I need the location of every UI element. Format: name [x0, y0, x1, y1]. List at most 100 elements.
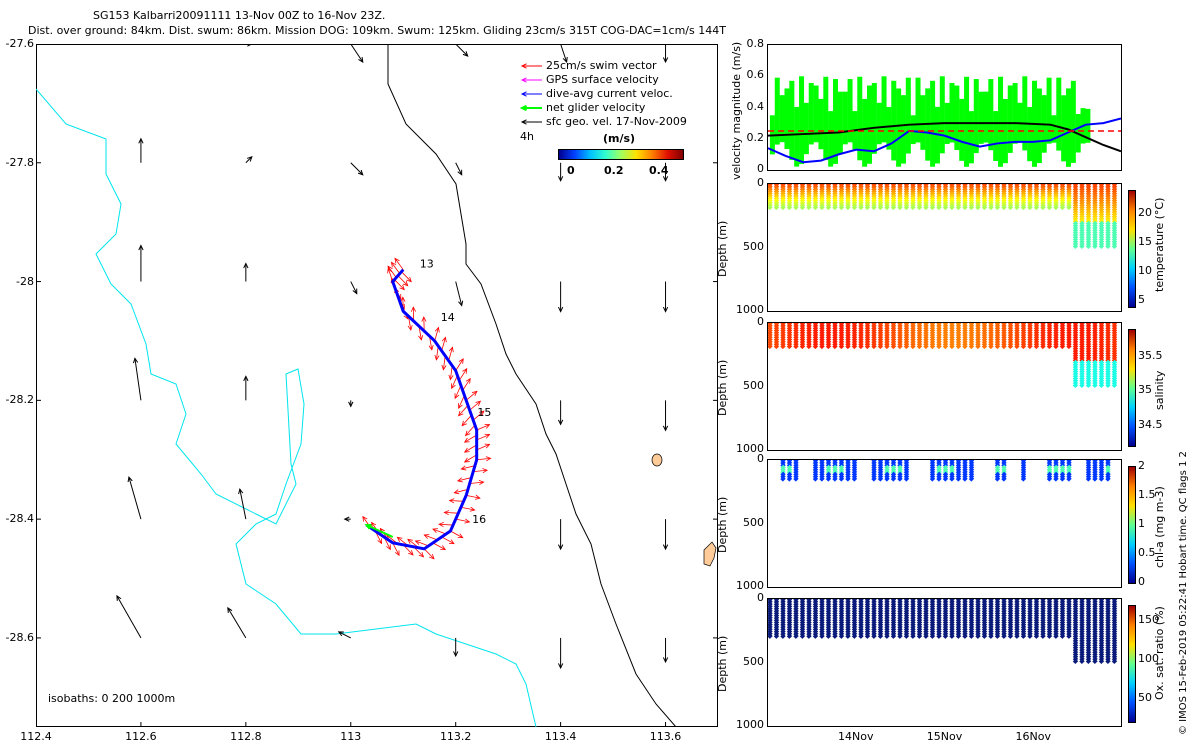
profile-sample	[897, 633, 903, 639]
swim-vector-arrow	[460, 465, 476, 471]
geo-velocity-arrow	[245, 155, 253, 164]
chla-panel	[767, 459, 1122, 588]
profile-sample	[1046, 476, 1053, 482]
profile-sample	[968, 476, 975, 482]
colorbar-tick: 0.5	[1138, 546, 1156, 559]
profile-sample	[832, 204, 838, 211]
temperature-depth-label: Depth (m)	[716, 220, 729, 277]
swim-vector-arrow	[390, 261, 401, 274]
geo-velocity-arrow	[243, 262, 249, 282]
profile-sample	[1014, 204, 1020, 211]
profile-sample	[793, 343, 799, 350]
profile-sample	[768, 633, 773, 639]
swim-vector-arrow	[456, 477, 472, 483]
swim-vector-arrow	[441, 355, 447, 371]
depth-tick: 1000	[736, 442, 764, 455]
profile-sample	[812, 476, 819, 482]
swim-vector-arrow	[414, 540, 429, 547]
profile-sample	[962, 476, 968, 482]
profile-sample	[1059, 476, 1066, 482]
profile-sample	[1001, 633, 1007, 639]
net-velocity-bar	[784, 88, 790, 150]
profile-sample	[910, 343, 916, 350]
profile-sample	[780, 633, 786, 639]
net-velocity-bar	[954, 85, 960, 151]
swim-vector-arrow	[397, 275, 409, 287]
profile-sample	[812, 204, 819, 211]
net-velocity-bar	[983, 91, 989, 143]
colorbar-tick: 15	[1138, 235, 1152, 249]
map-lon-tick: 112.4	[20, 730, 52, 743]
net-velocity-bar	[968, 111, 974, 164]
net-velocity-bar	[1012, 83, 1018, 144]
map-panel: 13 14 15 16	[36, 44, 718, 727]
geo-velocity-arrow	[557, 519, 564, 551]
profile-sample	[773, 633, 780, 639]
profile-sample	[1059, 343, 1066, 350]
profile-sample	[994, 633, 1001, 639]
profile-sample	[988, 633, 994, 639]
profile-sample	[1014, 343, 1020, 350]
profile-sample	[929, 633, 936, 639]
geo-velocity-arrow	[455, 281, 464, 307]
profile-sample	[942, 343, 949, 350]
title-line-1: SG153 Kalbarri20091111 13-Nov 00Z to 16-…	[93, 9, 386, 22]
profile-sample	[897, 476, 903, 482]
net-velocity-bar	[1022, 76, 1028, 151]
isobath-line	[387, 44, 677, 727]
island	[703, 541, 717, 567]
net-velocity-bar	[818, 98, 824, 150]
profile-sample	[1105, 658, 1111, 665]
velocity-ytick: 0.2	[746, 130, 765, 144]
net-velocity-bar	[876, 102, 882, 145]
swim-vector-arrow	[454, 385, 462, 400]
isobaths-label: isobaths: 0 200 1000m	[48, 692, 176, 705]
temperature-cbar-label: temperature (°C)	[1153, 197, 1166, 292]
net-velocity-bar	[964, 76, 970, 167]
profile-sample	[968, 633, 975, 639]
net-velocity-bar	[808, 82, 814, 145]
net-velocity-bar	[774, 77, 780, 145]
swim-vector-arrow	[462, 377, 471, 391]
net-velocity-bar	[920, 95, 926, 150]
profile-sample	[793, 633, 799, 639]
net-velocity-bar	[1051, 115, 1057, 143]
profile-sample	[832, 476, 838, 482]
chla-colorbar	[1128, 466, 1136, 584]
swim-vector-arrow	[441, 336, 447, 351]
profile-sample	[1033, 204, 1040, 211]
legend-dive-avg-current: dive-avg current veloc.	[546, 87, 673, 100]
depth-tick: 0	[757, 176, 764, 189]
profile-sample	[1020, 343, 1027, 350]
swim-vector-arrow	[469, 480, 485, 486]
profile-sample	[825, 633, 832, 639]
swim-vector-arrow	[473, 468, 489, 474]
colorbar-tick: 1	[1138, 517, 1145, 530]
geo-velocity-arrow	[138, 244, 144, 282]
profile-sample	[949, 476, 955, 482]
profile-sample	[936, 204, 942, 211]
profile-sample	[1046, 343, 1053, 350]
net-velocity-bar	[1046, 77, 1052, 144]
map-lat-tick: -28.2	[5, 393, 34, 407]
legend-time-label: 4h	[520, 130, 534, 143]
profile-sample	[903, 476, 910, 482]
profile-sample	[1027, 633, 1033, 639]
map-lat-tick: -28.6	[5, 630, 34, 644]
net-velocity-bar	[1002, 98, 1008, 164]
profile-sample	[968, 204, 975, 211]
legend-arrow	[519, 104, 542, 112]
net-velocity-bar	[871, 82, 877, 154]
swim-vector-arrow	[458, 395, 465, 409]
net-velocity-bar	[939, 76, 945, 154]
swim-vector-arrow	[451, 375, 458, 390]
profile-sample	[897, 204, 903, 211]
profile-sample	[903, 633, 910, 639]
profile-sample	[845, 343, 851, 350]
net-velocity-bar	[1065, 88, 1071, 167]
profile-sample	[851, 633, 858, 639]
profile-sample	[845, 633, 851, 639]
profile-sample	[1001, 476, 1007, 482]
colorbar-tick: 34.5	[1138, 417, 1163, 431]
swim-vector-arrow	[458, 367, 468, 381]
